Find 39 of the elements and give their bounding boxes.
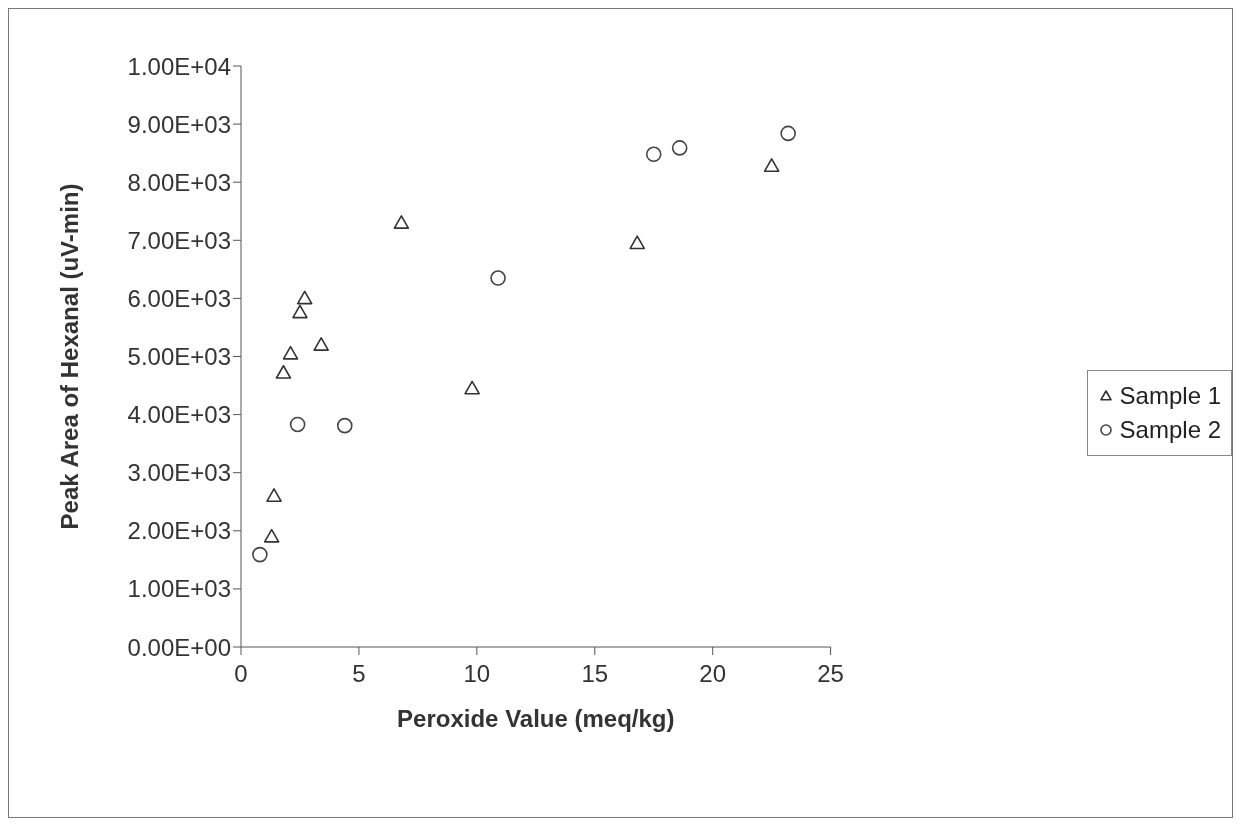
y-tick-label: 6.00E+03: [127, 284, 231, 312]
legend-label: Sample 1: [1119, 381, 1221, 411]
point: [296, 290, 313, 305]
y-tick-label: 2.00E+03: [127, 517, 231, 545]
y-axis-title: Peak Area of Hexanal (uV-min): [55, 183, 83, 530]
point: [275, 364, 292, 379]
point: [336, 417, 353, 434]
point: [629, 235, 646, 250]
point: [393, 215, 410, 229]
point: [464, 380, 480, 395]
point: [263, 528, 280, 543]
y-tick-label: 1.00E+04: [127, 52, 231, 80]
point: [780, 125, 796, 142]
point: [289, 416, 306, 433]
y-tick-label: 1.00E+03: [127, 575, 231, 603]
point: [282, 345, 299, 360]
y-tick-label: 4.00E+03: [127, 401, 231, 429]
x-axis-title: Peroxide Value (meq/kg): [397, 705, 675, 732]
point: [763, 158, 780, 172]
y-tick-label: 3.00E+03: [127, 459, 231, 487]
y-tick-label: 7.00E+03: [127, 226, 231, 254]
point: [671, 140, 688, 156]
x-tick-label: 5: [352, 660, 366, 688]
point: [645, 146, 662, 163]
point: [266, 488, 282, 502]
y-tick-label: 5.00E+03: [127, 343, 231, 371]
x-tick-label: 10: [463, 660, 491, 688]
x-tick-label: 0: [234, 660, 248, 688]
y-tick-label: 0.00E+00: [127, 633, 231, 661]
x-tick-label: 20: [699, 660, 727, 688]
legend-label: Sample 2: [1119, 415, 1221, 445]
point: [490, 270, 506, 286]
point: [292, 304, 308, 319]
x-tick-label: 25: [817, 660, 844, 688]
y-tick-label: 9.00E+03: [127, 110, 231, 138]
point: [252, 546, 268, 563]
point: [313, 337, 329, 351]
x-tick-label: 15: [581, 660, 609, 688]
y-tick-label: 8.00E+03: [127, 168, 231, 196]
